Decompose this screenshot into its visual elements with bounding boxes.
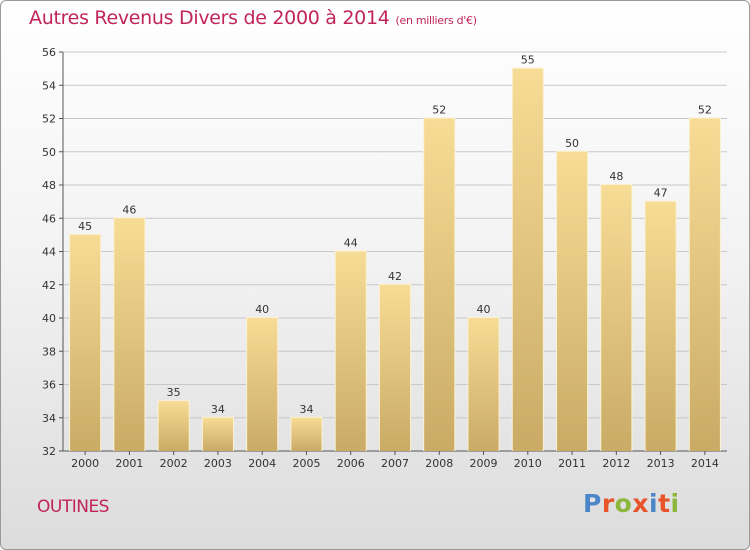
x-tick-label: 2004 — [248, 457, 276, 470]
x-tick-label: 2003 — [204, 457, 232, 470]
bars — [69, 67, 721, 451]
proxiti-logo[interactable]: Proxiti — [583, 489, 680, 518]
value-label: 34 — [211, 403, 225, 416]
chart-subtitle: (en milliers d'€) — [395, 14, 477, 27]
value-label: 45 — [78, 220, 92, 233]
value-label: 52 — [432, 104, 446, 117]
y-tick-label: 42 — [42, 279, 56, 292]
bar-2005 — [291, 417, 322, 451]
y-tick-label: 32 — [42, 445, 56, 458]
logo-letter: o — [614, 489, 633, 518]
y-tick-label: 34 — [42, 412, 56, 425]
value-label: 48 — [609, 170, 623, 183]
x-tick-label: 2013 — [647, 457, 675, 470]
bar-2002 — [158, 401, 189, 451]
x-tick-label: 2009 — [470, 457, 498, 470]
logo-letter: i — [649, 489, 659, 518]
city-name: OUTINES — [37, 497, 109, 517]
bar-2001 — [114, 218, 145, 451]
x-tick-label: 2011 — [558, 457, 586, 470]
x-tick-label: 2000 — [71, 457, 99, 470]
bar-2009 — [468, 318, 499, 451]
y-tick-label: 48 — [42, 179, 56, 192]
value-label: 42 — [388, 270, 402, 283]
y-tick-label: 40 — [42, 312, 56, 325]
y-tick-label: 44 — [42, 246, 56, 259]
logo-letter: i — [670, 489, 680, 518]
bar-2008 — [424, 118, 455, 451]
y-tick-label: 56 — [42, 46, 56, 59]
chart-title: Autres Revenus Divers de 2000 à 2014 (en … — [29, 7, 477, 29]
x-tick-label: 2008 — [425, 457, 453, 470]
y-tick-label: 36 — [42, 379, 56, 392]
value-label: 35 — [167, 386, 181, 399]
bar-2004 — [247, 318, 278, 451]
bar-2007 — [379, 284, 411, 451]
x-tick-label: 2005 — [292, 457, 320, 470]
value-label: 40 — [255, 303, 269, 316]
bar-2000 — [70, 234, 101, 451]
x-tick-label: 2001 — [115, 457, 143, 470]
x-tick-label: 2006 — [337, 457, 365, 470]
bar-2012 — [601, 185, 632, 451]
value-label: 55 — [521, 54, 535, 67]
y-tick-label: 52 — [42, 113, 56, 126]
chart-title-text: Autres Revenus Divers de 2000 à 2014 — [29, 7, 390, 29]
bar-2014 — [689, 118, 720, 451]
x-tick-label: 2007 — [381, 457, 409, 470]
bar-2011 — [557, 151, 588, 451]
value-label: 46 — [122, 203, 136, 216]
logo-letter: t — [658, 489, 671, 518]
logo-letter: r — [601, 489, 615, 518]
value-label: 40 — [477, 303, 491, 316]
labels: 32 34 36 38 40 42 44 46 48 50 52 54 56 45 2000 46 2001 35… — [42, 46, 719, 470]
value-label: 47 — [654, 187, 668, 200]
value-label: 34 — [299, 403, 313, 416]
y-tick-label: 54 — [42, 79, 56, 92]
x-tick-label: 2014 — [691, 457, 719, 470]
bar-2006 — [335, 251, 366, 451]
value-label: 44 — [344, 237, 358, 250]
value-label: 50 — [565, 137, 579, 150]
y-tick-label: 38 — [42, 345, 56, 358]
bar-2003 — [202, 417, 233, 451]
y-tick-label: 50 — [42, 146, 56, 159]
bar-2013 — [645, 201, 676, 451]
bar-2010 — [512, 68, 543, 451]
logo-letter: x — [632, 489, 649, 518]
logo-letter: P — [583, 489, 602, 518]
y-tick-label: 46 — [42, 212, 56, 225]
x-tick-label: 2012 — [602, 457, 630, 470]
value-label: 52 — [698, 104, 712, 117]
x-tick-label: 2010 — [514, 457, 542, 470]
x-tick-label: 2002 — [160, 457, 188, 470]
